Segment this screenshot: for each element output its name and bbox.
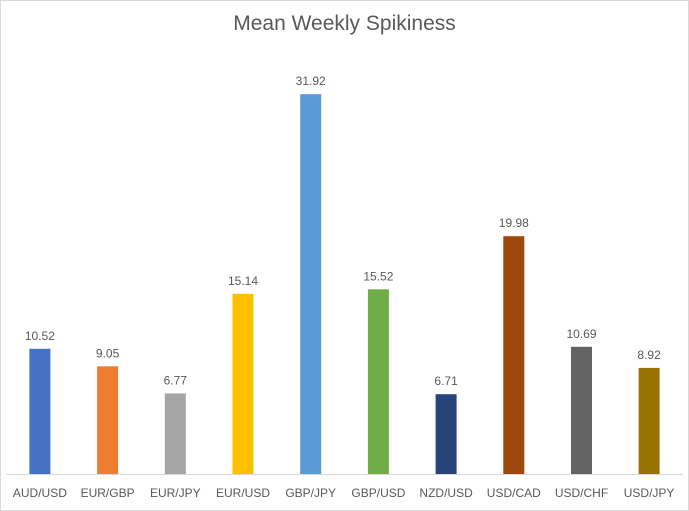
- x-tick-label-aud-usd: AUD/USD: [13, 486, 67, 500]
- data-label-usd-chf: 10.69: [566, 327, 596, 341]
- bar-gbp-usd: [367, 289, 389, 474]
- bar-gbp-jpy: [300, 94, 322, 474]
- bar-usd-chf: [571, 346, 592, 474]
- x-tick-label-usd-cad: USD/CAD: [487, 486, 541, 500]
- x-tick-labels-layer: AUD/USD EUR/GBP EUR/JPY EUR/USD GBP/JPY GBP/U…: [13, 486, 675, 500]
- x-tick-label-eur-gbp: EUR/GBP: [81, 486, 135, 500]
- data-label-nzd-usd: 6.71: [434, 374, 458, 388]
- x-tick-label-usd-chf: USD/CHF: [555, 486, 608, 500]
- data-label-eur-jpy: 6.77: [164, 373, 188, 387]
- x-tick-label-nzd-usd: NZD/USD: [419, 486, 473, 500]
- bar-nzd-usd: [435, 394, 457, 474]
- bar-aud-usd: [29, 348, 51, 474]
- x-tick-label-eur-usd: EUR/USD: [216, 486, 270, 500]
- bars-layer: [29, 94, 660, 474]
- x-tick-label-eur-jpy: EUR/JPY: [150, 486, 201, 500]
- chart-title: Mean Weekly Spikiness: [233, 12, 456, 35]
- data-label-usd-cad: 19.98: [499, 216, 529, 230]
- data-label-usd-jpy: 8.92: [637, 348, 661, 362]
- data-label-gbp-jpy: 31.92: [296, 74, 326, 88]
- data-label-eur-gbp: 9.05: [96, 346, 120, 360]
- bar-usd-cad: [503, 236, 525, 474]
- data-label-aud-usd: 10.52: [25, 329, 55, 343]
- data-label-gbp-usd: 15.52: [363, 269, 393, 283]
- bar-eur-gbp: [97, 366, 119, 474]
- data-label-eur-usd: 15.14: [228, 274, 258, 288]
- x-tick-label-gbp-usd: GBP/USD: [351, 486, 405, 500]
- x-tick-label-usd-jpy: USD/JPY: [624, 486, 675, 500]
- bar-usd-jpy: [638, 367, 660, 474]
- x-tick-label-gbp-jpy: GBP/JPY: [285, 486, 336, 500]
- data-labels-layer: 10.52 9.05 6.77 15.14 31.92 15.52 6.71 19.98 10.…: [25, 74, 661, 388]
- bar-eur-jpy: [164, 393, 186, 474]
- bar-eur-usd: [232, 293, 254, 474]
